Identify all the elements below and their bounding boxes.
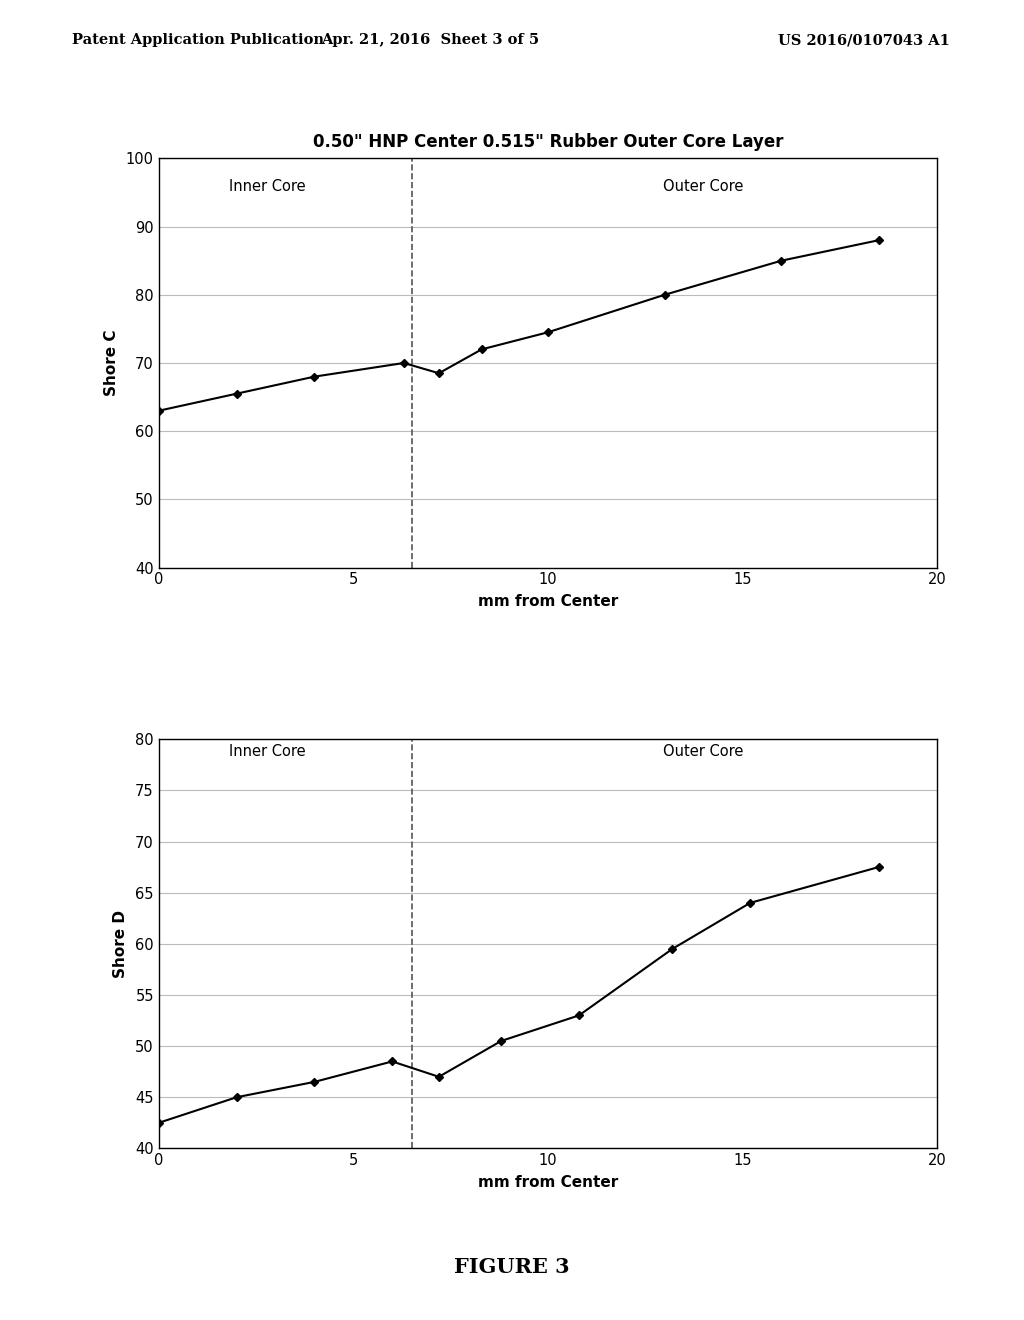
Text: Apr. 21, 2016  Sheet 3 of 5: Apr. 21, 2016 Sheet 3 of 5 [321,33,540,48]
X-axis label: mm from Center: mm from Center [478,594,617,610]
Text: Outer Core: Outer Core [664,180,743,194]
Text: Outer Core: Outer Core [664,744,743,759]
Text: Inner Core: Inner Core [229,180,306,194]
Text: US 2016/0107043 A1: US 2016/0107043 A1 [778,33,950,48]
Text: FIGURE 3: FIGURE 3 [455,1257,569,1278]
X-axis label: mm from Center: mm from Center [478,1175,617,1191]
Y-axis label: Shore D: Shore D [114,909,128,978]
Title: 0.50" HNP Center 0.515" Rubber Outer Core Layer: 0.50" HNP Center 0.515" Rubber Outer Cor… [312,133,783,152]
Text: Inner Core: Inner Core [229,744,306,759]
Y-axis label: Shore C: Shore C [103,330,119,396]
Text: Patent Application Publication: Patent Application Publication [72,33,324,48]
